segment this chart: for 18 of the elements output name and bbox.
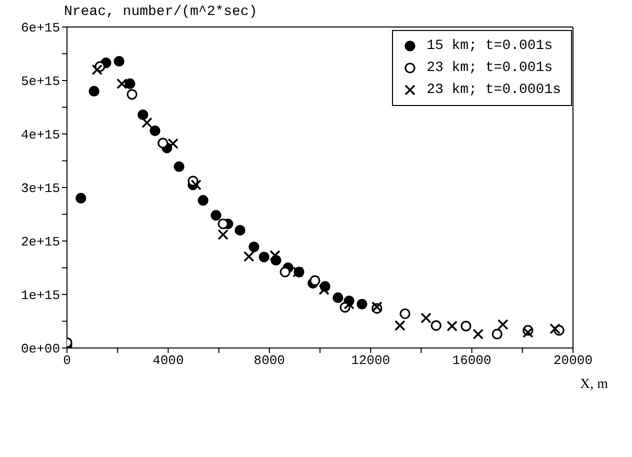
y-tick-label: 5e+15: [20, 74, 60, 90]
x-tick-label: 16000: [452, 353, 492, 368]
legend-label: 23 km; t=0.0001s: [426, 82, 561, 98]
legend-label: 23 km; t=0.001s: [426, 60, 553, 76]
y-tick-label: 4e+15: [20, 128, 60, 143]
y-tick-label: 1e+15: [20, 288, 60, 304]
y-axis-title: Nreac, number/(m^2*sec): [64, 4, 258, 20]
x-tick-label: 8000: [254, 353, 286, 368]
y-tick-label: 0e+00: [20, 342, 60, 357]
y-tick-label: 6e+15: [20, 20, 60, 36]
y-tick-label: 3e+15: [20, 181, 60, 196]
x-axis-title: X, m: [580, 377, 608, 393]
x-tick-label: 4000: [152, 353, 184, 368]
x-tick-label: 0: [63, 353, 71, 368]
x-tick-label: 20000: [553, 353, 593, 368]
legend-label: 15 km; t=0.001s: [426, 38, 553, 54]
x-tick-label: 12000: [351, 353, 390, 368]
y-tick-label: 2e+15: [20, 234, 60, 250]
